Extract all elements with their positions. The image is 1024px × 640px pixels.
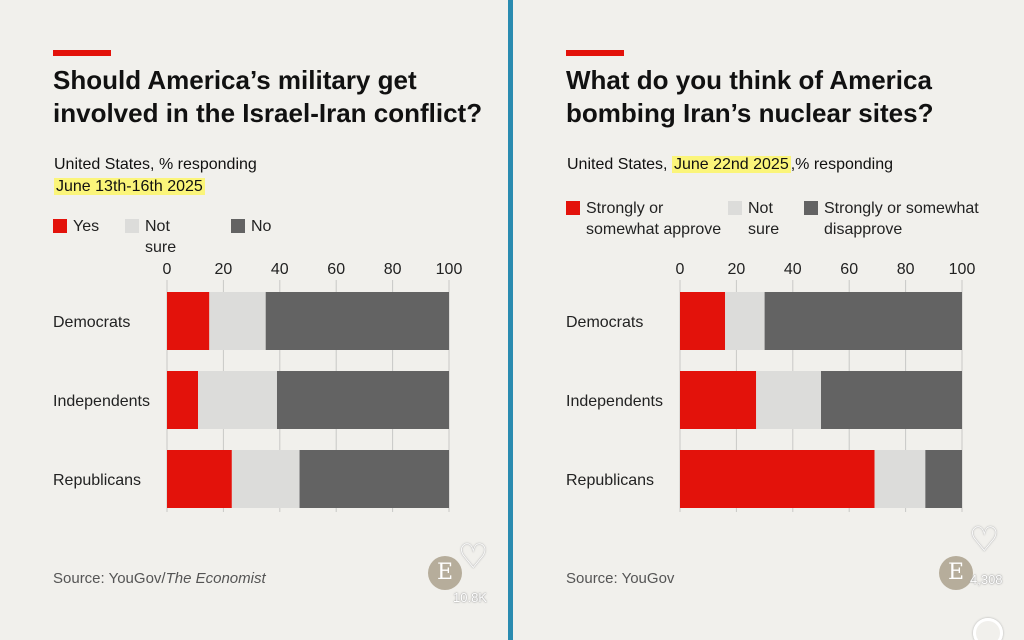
subtitle-text: United States, <box>567 156 672 173</box>
bar-segment <box>231 450 300 508</box>
subtitle-suffix: ,% responding <box>790 156 894 173</box>
title-accent-bar <box>566 50 624 56</box>
category-label: Democrats <box>566 314 643 331</box>
bar-segment <box>764 292 962 350</box>
economist-badge-icon[interactable]: E <box>428 556 462 590</box>
bar-segment <box>874 450 926 508</box>
legend-label-not-sure: Not sure <box>748 200 780 238</box>
x-tick-label: 100 <box>949 261 976 278</box>
title-accent-bar <box>53 50 111 56</box>
bar-segment <box>680 292 726 350</box>
x-tick-label: 40 <box>784 261 802 278</box>
stacked-bar-chart: 0 20 40 60 80 100 Democrats Independents Republi… <box>53 261 463 512</box>
category-label: Independents <box>53 393 150 410</box>
bar-segment <box>299 450 449 508</box>
bar-segment <box>167 292 210 350</box>
economist-badge-icon[interactable]: E <box>939 556 973 590</box>
like-count: 10.8K <box>453 590 487 605</box>
x-tick-label: 20 <box>215 261 233 278</box>
bar-segment <box>209 292 266 350</box>
x-tick-label: 60 <box>327 261 345 278</box>
bar-segment <box>680 450 875 508</box>
legend-swatch-not-sure <box>728 201 742 215</box>
legend-label-yes: Yes <box>73 218 100 235</box>
source-note: Source: YouGov <box>566 570 674 587</box>
category-label: Democrats <box>53 314 130 331</box>
category-label: Republicans <box>53 472 141 489</box>
x-tick-label: 80 <box>897 261 915 278</box>
bar-segment <box>265 292 449 350</box>
x-tick-label: 40 <box>271 261 289 278</box>
bar-segment <box>680 371 757 429</box>
chart-title: What do you think of America bombing Ira… <box>566 65 934 128</box>
stacked-bar-chart: 0 20 40 60 80 100 Democrats Independents Republi… <box>566 261 976 512</box>
chart-panel-left: Should America’s military get involved i… <box>0 0 508 640</box>
source-publication: The Economist <box>165 570 266 587</box>
legend-swatch-disapprove <box>804 201 818 215</box>
category-label: Republicans <box>566 472 654 489</box>
legend-label-no: No <box>251 218 272 235</box>
x-tick-label: 60 <box>840 261 858 278</box>
x-tick-label: 0 <box>163 261 172 278</box>
chart-subtitle: United States, % responding June 13th-16… <box>54 154 314 198</box>
bar-segment <box>198 371 277 429</box>
source-note: Source: YouGov/The Economist <box>53 570 266 587</box>
legend-label-not-sure: Not sure <box>145 218 177 256</box>
heart-icon[interactable]: ♡ <box>969 521 1000 559</box>
bar-segment <box>167 450 232 508</box>
chart-panel-right: What do you think of America bombing Ira… <box>513 0 1024 640</box>
comment-icon[interactable] <box>973 618 1003 640</box>
legend-swatch-not-sure <box>125 219 139 233</box>
legend-swatch-approve <box>566 201 580 215</box>
legend-swatch-no <box>231 219 245 233</box>
x-tick-label: 0 <box>676 261 685 278</box>
legend-label-approve: Strongly or somewhat approve <box>586 200 722 238</box>
legend-label-disapprove: Strongly or somewhat disapprove <box>824 200 979 238</box>
chart-subtitle: United States, June 22nd 2025,% respondi… <box>567 154 987 176</box>
source-text: Source: YouGov/ <box>53 570 166 587</box>
chart-title: Should America’s military get involved i… <box>53 65 483 128</box>
subtitle-date-highlight: June 22nd 2025 <box>671 156 791 173</box>
bar-segment <box>756 371 821 429</box>
bar-segment <box>276 371 449 429</box>
like-count: 4,308 <box>970 572 1003 587</box>
subtitle-text: United States, % responding <box>54 156 257 173</box>
heart-icon[interactable]: ♡ <box>458 538 489 576</box>
bar-segment <box>925 450 962 508</box>
bar-segment <box>821 371 962 429</box>
x-tick-label: 80 <box>384 261 402 278</box>
bar-segment <box>167 371 199 429</box>
x-tick-label: 20 <box>728 261 746 278</box>
bar-segment <box>725 292 765 350</box>
source-text: Source: YouGov <box>566 570 675 587</box>
x-tick-label: 100 <box>436 261 463 278</box>
category-label: Independents <box>566 393 663 410</box>
legend-swatch-yes <box>53 219 67 233</box>
subtitle-date-highlight: June 13th-16th 2025 <box>54 178 205 195</box>
